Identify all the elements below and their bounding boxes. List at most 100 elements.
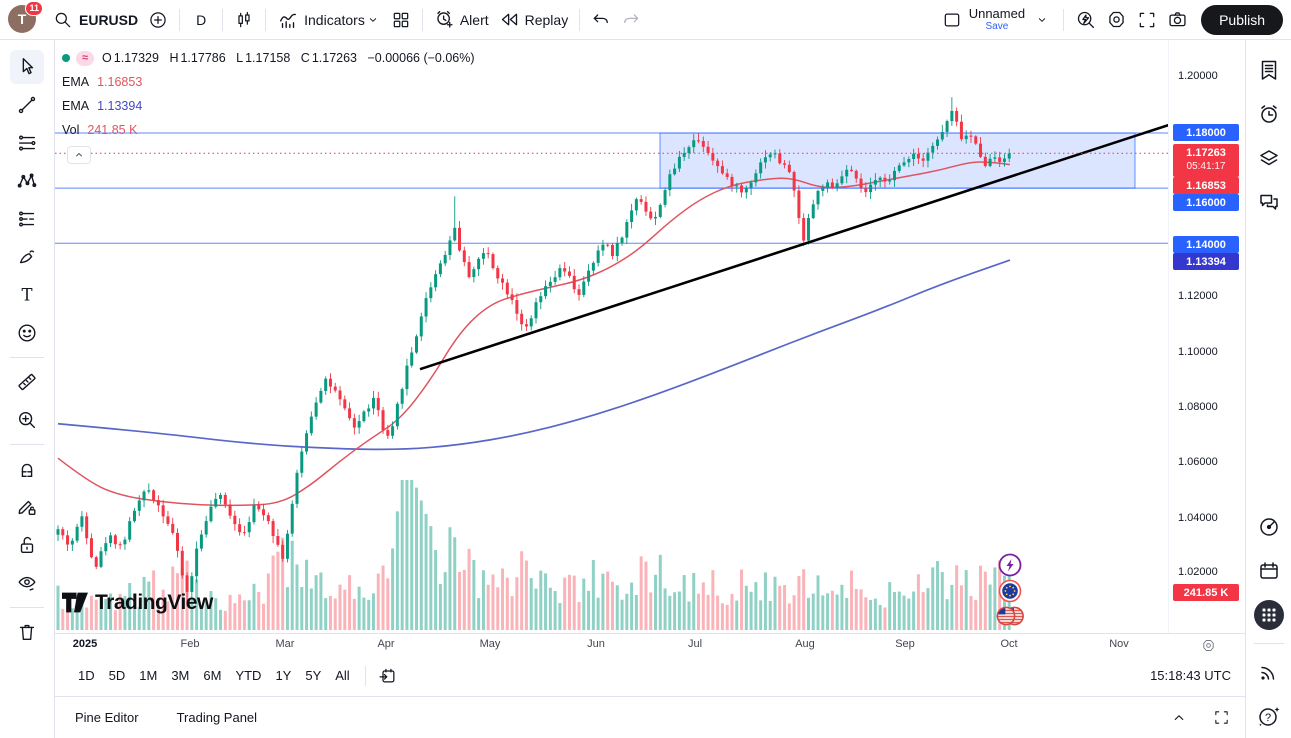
legend-volume-row[interactable]: Vol 241.85 K [62, 123, 138, 137]
watchlist-icon [1261, 60, 1276, 80]
fib-retracement-tool-button[interactable] [10, 126, 44, 160]
ideas-button[interactable] [1251, 509, 1287, 545]
session-clock[interactable]: 15:18:43 UTC [1150, 668, 1231, 683]
publish-button[interactable]: Publish [1201, 4, 1283, 35]
undo-button[interactable] [586, 5, 616, 35]
help-button[interactable]: ? [1251, 698, 1287, 734]
layout-button[interactable] [937, 5, 967, 35]
chart-canvas[interactable] [55, 40, 1168, 633]
timeframe-1d-button[interactable]: 1D [78, 668, 95, 683]
timeframe-ytd-button[interactable]: YTD [235, 668, 262, 683]
legend-ema-slow-row[interactable]: EMA 1.13394 [62, 99, 143, 113]
watchlist-button[interactable] [1251, 52, 1287, 88]
trend-line-tool-button[interactable] [10, 88, 44, 122]
save-label[interactable]: Save [985, 21, 1009, 32]
price-label: 1.20000 [1178, 70, 1218, 82]
fullscreen-button[interactable] [1132, 5, 1162, 35]
interval-button[interactable]: D [186, 5, 216, 35]
timeframe-3m-button[interactable]: 3M [171, 668, 190, 683]
calendar-icon [1259, 562, 1278, 579]
pattern-tool-button[interactable] [10, 164, 44, 198]
drawing-mode-button[interactable] [10, 490, 44, 524]
layers-icon [1259, 150, 1278, 166]
legend-ema-fast-row[interactable]: EMA 1.16853 [62, 75, 143, 89]
price-axis[interactable]: 1.20000 1.12000 1.10000 1.08000 1.06000 … [1168, 40, 1245, 633]
panel-expand-button[interactable] [1165, 704, 1193, 732]
time-axis[interactable]: 2025 Feb Mar Apr May Jun Jul Aug Sep Oct… [55, 633, 1245, 655]
drawing-toolbar: T [0, 40, 55, 738]
symbol-search-button[interactable]: EURUSD [48, 5, 143, 35]
axis-settings-button[interactable] [1199, 636, 1217, 654]
snapshot-button[interactable] [1162, 5, 1193, 35]
time-label: Apr [377, 638, 395, 650]
trash-icon [19, 624, 35, 641]
bottom-panel-bar: Pine Editor Trading Panel [55, 697, 1245, 738]
indicator-templates-button[interactable] [386, 5, 416, 35]
bolt-event-icon [998, 553, 1022, 577]
time-label: Nov [1109, 638, 1129, 650]
go-to-date-button[interactable] [374, 662, 402, 690]
hide-drawings-button[interactable] [10, 566, 44, 600]
undo-icon [593, 13, 609, 23]
text-tool-button[interactable]: T [10, 278, 44, 312]
measure-tool-button[interactable] [10, 365, 44, 399]
lock-open-icon [20, 536, 34, 554]
trading-panel-tab[interactable]: Trading Panel [176, 710, 258, 725]
indicators-button[interactable]: Indicators [272, 5, 386, 35]
quick-search-button[interactable] [1070, 5, 1101, 35]
timeframe-1y-button[interactable]: 1Y [275, 668, 292, 683]
projection-tool-button[interactable] [10, 202, 44, 236]
top-toolbar: T 11 EURUSD D Indicators Alert Replay [0, 0, 1291, 40]
compare-add-symbol-button[interactable] [143, 5, 173, 35]
alerts-panel-button[interactable] [1251, 96, 1287, 132]
magnet-mode-button[interactable] [10, 452, 44, 486]
save-layout-control[interactable]: Unnamed Save [969, 7, 1025, 32]
emoji-tool-button[interactable] [10, 316, 44, 350]
streams-button[interactable] [1251, 654, 1287, 690]
layout-menu-button[interactable] [1027, 5, 1057, 35]
object-tree-button[interactable] [1251, 140, 1287, 176]
alert-button[interactable]: Alert [429, 5, 494, 35]
timeframe-6m-button[interactable]: 6M [203, 668, 222, 683]
timeframe-all-button[interactable]: All [335, 668, 350, 683]
chart-style-button[interactable] [229, 5, 259, 35]
market-status-icon [62, 54, 70, 62]
time-label: Mar [275, 638, 295, 650]
remove-drawings-button[interactable] [10, 615, 44, 649]
lock-drawings-button[interactable] [10, 528, 44, 562]
timeframe-5d-button[interactable]: 5D [108, 668, 126, 683]
pencil-lock-icon [18, 500, 36, 516]
panel-maximize-button[interactable] [1207, 704, 1235, 732]
calendar-button[interactable] [1251, 553, 1287, 589]
bottom-toolbar: 1D 5D 1M 3M 6M YTD 1Y 5Y All 15:18:43 UT… [55, 655, 1245, 697]
legend-main-row[interactable]: ≈ O 1.17329 H 1.17786 L 1.17158 C 1.17263 −0… [62, 47, 477, 69]
chart-legend: ≈ O 1.17329 H 1.17786 L 1.17158 C 1.17263 −0… [62, 47, 477, 141]
user-avatar[interactable]: T 11 [8, 0, 43, 35]
timeframe-5y-button[interactable]: 5Y [305, 668, 322, 683]
legend-collapse-button[interactable] [67, 146, 91, 164]
apps-button[interactable] [1251, 597, 1287, 633]
time-label: Sep [895, 638, 915, 650]
chat-button[interactable] [1251, 184, 1287, 220]
change-value: −0.00066 (−0.06%) [367, 51, 475, 65]
hline-price-badge: 1.16000 [1173, 194, 1239, 211]
notification-badge: 11 [25, 0, 43, 16]
timeframe-1m-button[interactable]: 1M [139, 668, 158, 683]
replay-button[interactable]: Replay [494, 5, 574, 35]
brush-tool-button[interactable] [10, 240, 44, 274]
ema-fast-value: 1.16853 [97, 75, 143, 89]
zoom-in-tool-button[interactable] [10, 403, 44, 437]
us-flag-event-icon [996, 606, 1024, 626]
ruler-icon [18, 373, 36, 391]
time-label: Jul [687, 638, 703, 650]
grid-templates-icon [393, 12, 409, 27]
pine-editor-tab[interactable]: Pine Editor [75, 710, 139, 725]
settings-button[interactable] [1101, 5, 1132, 35]
apps-grid-icon [1253, 600, 1284, 630]
time-label: Feb [180, 638, 200, 650]
xabcd-pattern-icon [17, 173, 37, 188]
svg-text:?: ? [1264, 712, 1270, 724]
svg-text:T: T [21, 286, 32, 305]
cursor-tool-button[interactable] [10, 50, 44, 84]
redo-button[interactable] [616, 5, 646, 35]
